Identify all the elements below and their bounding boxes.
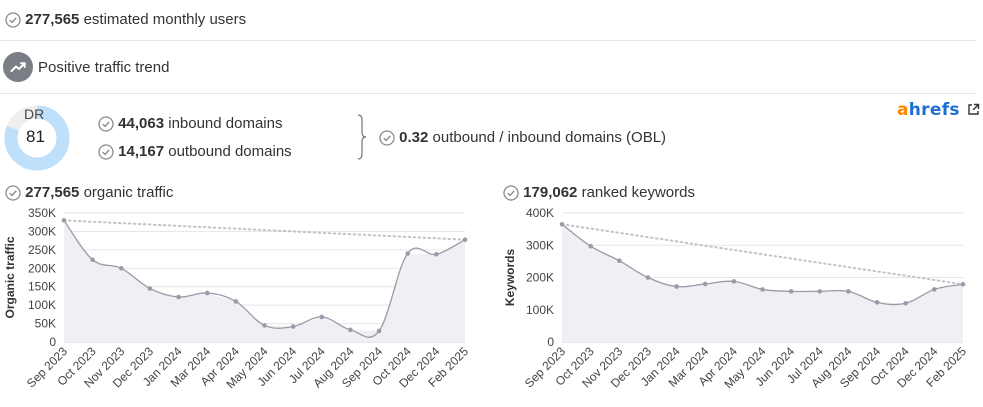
organic-traffic-label: organic traffic [79, 184, 174, 201]
y-axis-label: Keywords [503, 249, 517, 307]
organic-traffic-row: 277,565 organic traffic [5, 184, 173, 201]
y-axis-label: Organic traffic [3, 236, 17, 318]
y-tick-label: 350K [28, 206, 56, 220]
data-point [176, 294, 181, 300]
organic-traffic-value: 277,565 [25, 184, 80, 201]
data-point [588, 243, 593, 249]
y-tick-label: 200K [526, 271, 554, 285]
monthly-users-row: 277,565 estimated monthly users [5, 11, 246, 28]
inbound-domains-label: inbound domains [164, 115, 283, 132]
data-point [90, 257, 95, 263]
y-tick-label: 0 [49, 335, 56, 349]
data-point [645, 275, 651, 280]
obl-row: 0.32 outbound / inbound domains (OBL) [379, 129, 666, 146]
data-point [376, 328, 382, 334]
monthly-users-value: 277,565 [25, 11, 80, 28]
data-point [960, 281, 966, 287]
trending-up-icon [3, 52, 33, 82]
data-point [204, 290, 210, 296]
data-point [462, 237, 468, 242]
outbound-domains-row: 14,167 outbound domains [98, 143, 292, 160]
ahrefs-logo: ahrefs [897, 100, 960, 120]
data-point [262, 323, 267, 328]
check-circle-icon [503, 185, 519, 201]
brace-divider [357, 114, 367, 160]
divider [0, 93, 976, 94]
y-tick-label: 250K [28, 243, 56, 257]
data-point [559, 221, 565, 227]
data-point [147, 286, 153, 291]
y-tick-label: 200K [28, 261, 56, 275]
data-point [846, 289, 851, 294]
ranked-keywords-label: ranked keywords [577, 184, 695, 201]
external-link-icon [968, 103, 980, 115]
y-tick-label: 50K [35, 317, 56, 331]
obl-value: 0.32 [399, 129, 429, 146]
area-fill [562, 224, 963, 342]
data-point [874, 300, 880, 305]
trend-line [63, 219, 466, 241]
y-tick-label: 300K [526, 238, 554, 252]
data-point [731, 279, 737, 284]
data-point [674, 284, 679, 289]
monthly-users-label: estimated monthly users [79, 11, 247, 28]
y-tick-label: 300K [28, 224, 56, 238]
data-point [788, 289, 794, 294]
ranked-keywords-row: 179,062 ranked keywords [503, 184, 695, 201]
check-circle-icon [98, 116, 114, 132]
data-point [118, 265, 124, 271]
data-point [932, 287, 937, 292]
divider [0, 40, 976, 41]
data-point [61, 218, 67, 223]
y-tick-label: 100K [28, 298, 56, 312]
ahrefs-link[interactable]: ahrefs [897, 100, 980, 120]
obl-label: outbound / inbound domains (OBL) [428, 129, 667, 146]
dr-label: DR [24, 106, 45, 122]
data-point [616, 258, 622, 264]
data-point [903, 301, 909, 306]
dr-arc [4, 105, 70, 171]
data-point [405, 251, 411, 256]
check-circle-icon [5, 12, 21, 28]
y-tick-label: 400K [526, 206, 554, 220]
data-point [348, 327, 353, 333]
dr-gauge: DR 81 [4, 105, 70, 171]
check-circle-icon [379, 130, 395, 146]
y-tick-label: 150K [28, 280, 56, 294]
y-tick-label: 100K [526, 303, 554, 317]
ranked-keywords-value: 179,062 [523, 184, 578, 201]
inbound-domains-row: 44,063 inbound domains [98, 115, 282, 132]
data-point [702, 281, 708, 287]
data-point [817, 289, 823, 294]
outbound-domains-label: outbound domains [164, 143, 292, 160]
data-point [760, 287, 765, 292]
data-point [319, 314, 325, 320]
inbound-domains-value: 44,063 [118, 115, 165, 132]
check-circle-icon [5, 185, 21, 201]
y-tick-label: 0 [547, 335, 554, 349]
dr-value: 81 [26, 127, 45, 146]
outbound-domains-value: 14,167 [118, 143, 165, 160]
data-point [434, 251, 439, 257]
traffic-trend-label: Positive traffic trend [38, 59, 170, 76]
data-point [233, 299, 239, 304]
check-circle-icon [98, 144, 114, 160]
area-fill [64, 220, 465, 342]
data-point [290, 324, 296, 329]
